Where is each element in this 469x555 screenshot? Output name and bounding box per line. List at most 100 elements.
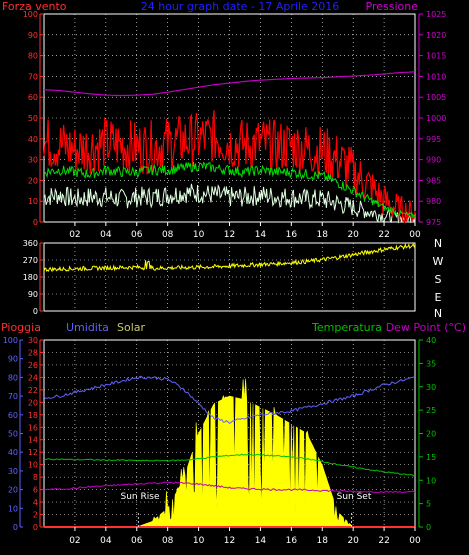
temperature-series <box>43 453 416 477</box>
rain-tick-label: 6 <box>33 486 38 495</box>
hour-tick-label: 04 <box>100 230 112 240</box>
pressure-tick-label: 980 <box>426 197 441 206</box>
rain-tick-label: 18 <box>28 411 38 420</box>
hour-tick-label: 00 <box>409 230 421 240</box>
humidity-tick-label: 100 <box>3 336 18 345</box>
rain-tick-label: 22 <box>28 386 38 395</box>
rain-tick-label: 20 <box>28 398 38 407</box>
hour-tick-label: 16 <box>286 536 298 546</box>
compass-label: S <box>435 273 442 286</box>
climate-hour-ticks: 02 04 06 08 10 12 14 16 18 20 22 00 <box>69 527 421 546</box>
wind-series <box>43 71 416 224</box>
hour-tick-label: 12 <box>224 230 235 240</box>
hour-tick-label: 16 <box>286 230 298 240</box>
wind-speed-label: Forza vento <box>2 0 67 13</box>
compass-label: N <box>434 307 442 320</box>
humidity-tick-label: 40 <box>8 448 18 457</box>
rain-label: Pioggia <box>1 321 41 334</box>
temperature-tick-label: 15 <box>426 453 436 462</box>
direction-tick-label: 180 <box>23 273 38 282</box>
pressure-tick-label: 1015 <box>426 52 446 61</box>
pressure-series <box>43 71 416 97</box>
temperature-tick-label: 35 <box>426 359 436 368</box>
hour-tick-label: 20 <box>347 230 359 240</box>
humidity-tick-label: 10 <box>8 504 18 513</box>
direction-tick-label: 0 <box>33 307 38 316</box>
hour-tick-label: 04 <box>100 536 112 546</box>
solar-series <box>44 378 415 528</box>
sun-rise-annotation: Sun Rise <box>121 492 160 502</box>
direction-series <box>43 242 416 273</box>
hour-tick-label: 14 <box>255 536 267 546</box>
chart-title: 24 hour graph date - 17 Aprile 2016 <box>141 0 340 13</box>
wind-tick-label: 0 <box>33 218 38 227</box>
rain-tick-label: 2 <box>33 511 38 520</box>
rain-tick-label: 8 <box>33 473 38 482</box>
direction-grid <box>44 243 415 311</box>
temperature-tick-label: 0 <box>426 523 431 532</box>
hour-tick-label: 02 <box>69 536 80 546</box>
wind-tick-label: 100 <box>23 10 38 19</box>
wind-tick-label: 20 <box>28 176 38 185</box>
temperature-tick-label: 20 <box>426 430 436 439</box>
rain-tick-label: 28 <box>28 348 38 357</box>
rain-tick-label: 0 <box>33 523 38 532</box>
dew-point-series <box>43 481 416 494</box>
compass-label: N <box>434 237 442 250</box>
pressure-tick-label: 975 <box>426 218 441 227</box>
wind-avg-series <box>43 161 416 219</box>
humidity-tick-label: 30 <box>8 467 18 476</box>
direction-tick-label: 90 <box>28 290 38 299</box>
wind-speed-ticks: 0 10 20 30 40 50 60 70 80 90 100 <box>23 10 44 227</box>
temperature-tick-label: 40 <box>426 336 436 345</box>
rain-tick-label: 12 <box>28 448 38 457</box>
wind-tick-label: 60 <box>28 93 38 102</box>
wind-tick-label: 10 <box>28 197 38 206</box>
pressure-tick-label: 985 <box>426 176 441 185</box>
dew-point-label: Dew Point (°C) <box>386 321 466 334</box>
rain-tick-label: 10 <box>28 461 38 470</box>
temperature-label: Temperatura <box>311 321 382 334</box>
temperature-tick-label: 5 <box>426 500 431 509</box>
hour-tick-label: 20 <box>347 536 359 546</box>
rain-tick-label: 16 <box>28 423 38 432</box>
rain-tick-label: 26 <box>28 361 38 370</box>
pressure-tick-label: 1010 <box>426 72 446 81</box>
pressure-tick-label: 1000 <box>426 114 446 123</box>
temperature-tick-label: 10 <box>426 476 436 485</box>
temperature-tick-label: 25 <box>426 406 436 415</box>
pressure-ticks: 975 980 985 990 995 1000 1005 1010 1015 1020 1025 <box>418 10 446 227</box>
wind-tick-label: 80 <box>28 52 38 61</box>
hour-tick-label: 22 <box>378 536 389 546</box>
pressure-tick-label: 995 <box>426 135 441 144</box>
direction-degree-ticks: 0 90 180 270 360 <box>23 239 44 316</box>
hour-tick-label: 06 <box>131 536 143 546</box>
humidity-tick-label: 90 <box>8 355 18 364</box>
hour-tick-label: 14 <box>255 230 267 240</box>
humidity-tick-label: 0 <box>13 523 18 532</box>
sun-set-annotation: Sun Set <box>337 492 372 502</box>
hour-tick-label: 08 <box>162 536 174 546</box>
hour-tick-label: 02 <box>69 230 80 240</box>
temperature-tick-label: 30 <box>426 383 436 392</box>
hour-tick-label: 08 <box>162 230 174 240</box>
wind-min-series <box>43 183 416 224</box>
humidity-tick-label: 70 <box>8 392 18 401</box>
hour-tick-label: 10 <box>193 230 205 240</box>
rain-tick-label: 24 <box>28 373 38 382</box>
pressure-label: Pressione <box>366 0 419 13</box>
wind-hour-ticks: 02 04 06 08 10 12 14 16 18 20 22 00 <box>69 222 421 240</box>
humidity-label: Umidita <box>66 321 109 334</box>
compass-label: E <box>435 291 442 304</box>
hour-tick-label: 10 <box>193 536 205 546</box>
pressure-tick-label: 1025 <box>426 10 446 19</box>
compass-label: W <box>433 255 444 268</box>
wind-grid <box>44 14 415 222</box>
pressure-tick-label: 1005 <box>426 93 446 102</box>
humidity-tick-label: 50 <box>8 430 18 439</box>
hour-tick-label: 00 <box>409 536 421 546</box>
